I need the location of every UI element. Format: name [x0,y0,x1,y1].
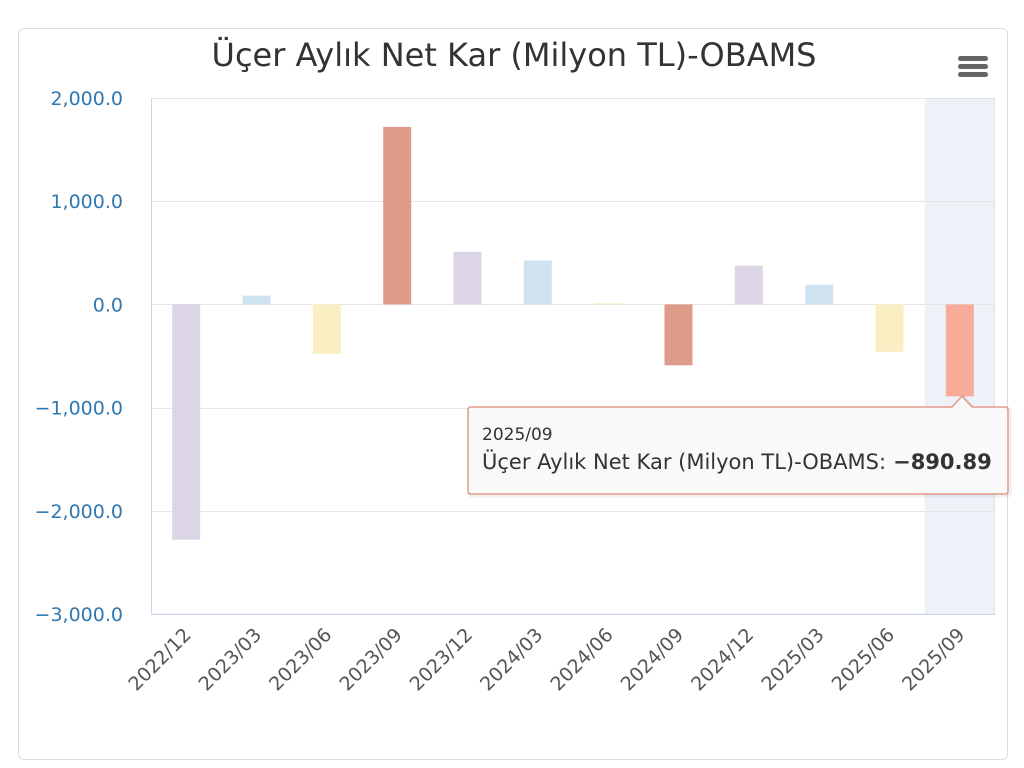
y-tick-label: −3,000.0 [35,604,123,626]
tooltip-line: Üçer Aylık Net Kar (Milyon TL)-OBAMS: −89… [482,449,992,474]
x-tick-label: 2022/12 [124,624,195,695]
bar-2024-09[interactable] [664,304,693,366]
tooltip: 2025/09 Üçer Aylık Net Kar (Milyon TL)-O… [467,394,1012,498]
bar-2023-06[interactable] [312,304,341,354]
bar-2024-12[interactable] [734,265,763,305]
bar-2025-03[interactable] [805,284,834,305]
y-tick-label: −1,000.0 [35,398,123,420]
tooltip-box [467,394,1009,495]
hamburger-menu-icon [958,56,988,77]
y-tick-label: 2,000.0 [50,88,123,110]
bar-2024-03[interactable] [523,260,552,305]
bar-2022-12[interactable] [172,304,201,540]
bar-2023-12[interactable] [453,251,482,305]
x-tick-label: 2025/09 [898,624,969,695]
x-tick-label: 2023/03 [195,624,266,695]
x-axis-labels: 2022/122023/032023/062023/092023/122024/… [124,624,969,695]
y-tick-label: 1,000.0 [50,191,123,213]
bar-series [172,126,974,540]
tooltip-category: 2025/09 [482,425,553,445]
x-tick-label: 2024/12 [687,624,758,695]
bar-2025-09[interactable] [945,304,974,397]
x-tick-label: 2023/09 [335,624,406,695]
bar-2025-06[interactable] [875,304,904,352]
x-tick-label: 2023/12 [406,624,477,695]
bar-2023-09[interactable] [383,126,412,305]
context-menu-button[interactable] [950,48,996,86]
plot-border [151,98,995,615]
tooltip-value: −890.89 [893,450,992,474]
x-tick-label: 2024/03 [476,624,547,695]
bar-2023-03[interactable] [242,295,271,305]
x-tick-label: 2024/09 [617,624,688,695]
x-tick-label: 2025/03 [757,624,828,695]
y-axis-labels: 2,000.0 1,000.0 0.0 −1,000.0 −2,000.0 −3,000.… [35,88,123,626]
y-tick-label: 0.0 [93,294,123,316]
x-tick-label: 2023/06 [265,624,336,695]
x-tick-label: 2025/06 [828,624,899,695]
chart-title: Üçer Aylık Net Kar (Milyon TL)-OBAMS [212,36,817,74]
y-tick-label: −2,000.0 [35,501,123,523]
bar-2024-06[interactable] [594,303,623,305]
x-tick-label: 2024/06 [546,624,617,695]
tooltip-series-label: Üçer Aylık Net Kar (Milyon TL)-OBAMS: [482,449,886,474]
